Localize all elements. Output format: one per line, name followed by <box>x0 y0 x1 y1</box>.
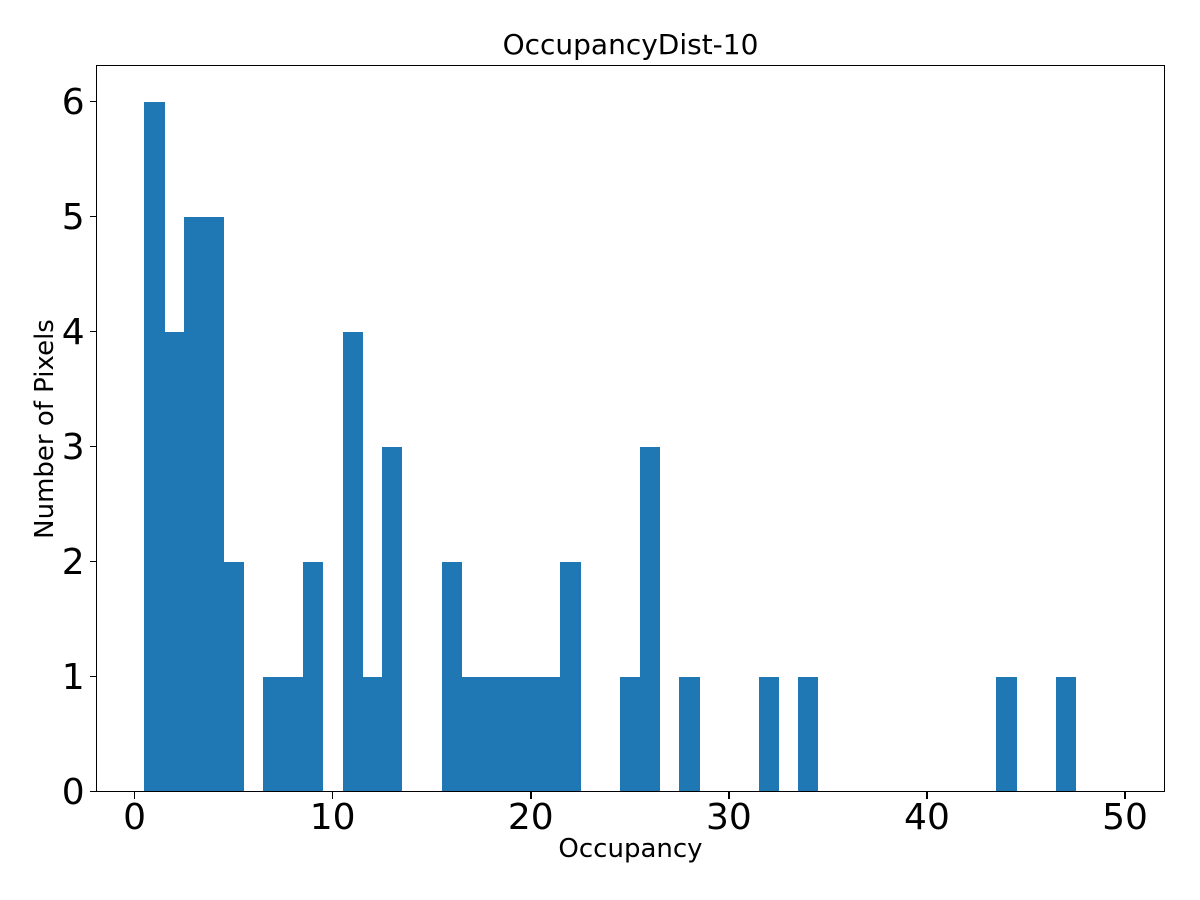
histogram-bar <box>144 101 165 792</box>
y-tick-mark <box>89 215 97 218</box>
chart-title: OccupancyDist-10 <box>502 28 759 61</box>
histogram-bar <box>481 676 502 792</box>
y-tick-label: 4 <box>61 311 85 353</box>
histogram-bar <box>362 676 383 792</box>
histogram-bar <box>164 331 185 792</box>
plot-area <box>96 65 1165 792</box>
x-tick-mark <box>133 791 136 799</box>
histogram-bar <box>560 561 581 792</box>
histogram-bar <box>302 561 324 792</box>
y-tick-mark <box>89 330 97 333</box>
histogram-bar <box>203 216 225 792</box>
y-tick-mark <box>89 560 97 563</box>
histogram-bar <box>520 676 542 792</box>
histogram-bar <box>758 676 779 792</box>
y-tick-mark <box>89 100 97 103</box>
histogram-bar <box>996 676 1017 792</box>
histogram-bar <box>263 676 284 792</box>
histogram-bar <box>639 446 660 792</box>
histogram-bar <box>540 676 561 792</box>
x-tick-mark <box>728 791 730 799</box>
y-tick-mark <box>89 445 97 448</box>
y-tick-label: 3 <box>61 426 85 468</box>
x-tick-label: 20 <box>507 797 554 838</box>
x-tick-mark <box>530 791 532 799</box>
y-tick-label: 2 <box>61 541 85 583</box>
y-tick-label: 6 <box>61 81 85 123</box>
x-axis-label: Occupancy <box>558 834 703 864</box>
y-tick-label: 0 <box>61 771 85 813</box>
y-tick-label: 5 <box>61 196 85 238</box>
histogram-bar <box>223 561 244 792</box>
x-tick-label: 40 <box>904 797 950 838</box>
y-tick-mark <box>89 790 97 793</box>
histogram-bar <box>798 676 819 792</box>
histogram-bar <box>342 331 363 792</box>
y-tick-label: 1 <box>61 656 85 698</box>
x-tick-label: 50 <box>1102 797 1148 838</box>
x-tick-mark <box>926 791 928 799</box>
x-tick-label: 30 <box>705 797 752 838</box>
x-tick-label: 0 <box>123 797 146 838</box>
histogram-bar <box>184 216 205 792</box>
histogram-bar <box>1055 676 1077 792</box>
histogram-bar <box>501 676 522 792</box>
y-tick-mark <box>89 675 97 678</box>
histogram-bar <box>461 676 482 792</box>
histogram-bar <box>382 446 403 792</box>
histogram-bar <box>679 676 700 792</box>
histogram-bar <box>619 676 641 792</box>
x-tick-label: 10 <box>309 797 356 838</box>
histogram-bar <box>441 561 462 792</box>
x-tick-mark <box>331 791 334 799</box>
histogram-bar <box>283 676 304 792</box>
x-tick-mark <box>1124 791 1126 799</box>
